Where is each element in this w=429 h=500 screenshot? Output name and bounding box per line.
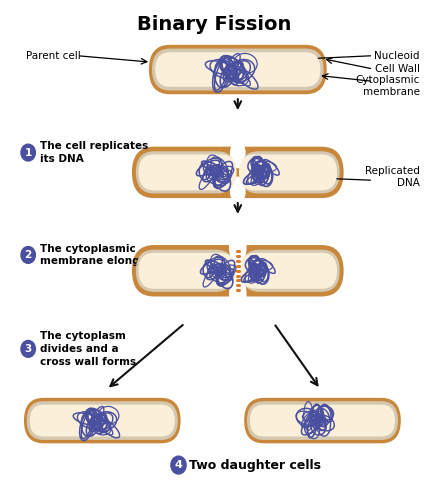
Text: The cell replicates
its DNA: The cell replicates its DNA — [40, 141, 148, 164]
FancyBboxPatch shape — [27, 402, 177, 439]
FancyBboxPatch shape — [24, 398, 181, 444]
FancyBboxPatch shape — [153, 50, 323, 90]
Text: 2: 2 — [24, 250, 32, 260]
Text: Parent cell: Parent cell — [26, 50, 81, 60]
FancyBboxPatch shape — [139, 253, 236, 289]
Text: Cytoplasmic
membrane: Cytoplasmic membrane — [356, 75, 420, 97]
FancyBboxPatch shape — [240, 253, 337, 289]
FancyBboxPatch shape — [250, 404, 395, 436]
FancyBboxPatch shape — [132, 146, 344, 198]
FancyBboxPatch shape — [136, 250, 234, 292]
Ellipse shape — [229, 220, 247, 270]
FancyBboxPatch shape — [136, 152, 236, 194]
FancyBboxPatch shape — [149, 45, 327, 94]
FancyBboxPatch shape — [244, 398, 401, 444]
Text: 4: 4 — [175, 460, 182, 470]
Text: 3: 3 — [24, 344, 32, 354]
Text: Cell Wall: Cell Wall — [375, 64, 420, 74]
Text: 1: 1 — [24, 148, 32, 158]
Ellipse shape — [230, 140, 246, 168]
FancyBboxPatch shape — [242, 250, 340, 292]
Circle shape — [21, 144, 35, 161]
Circle shape — [21, 246, 35, 264]
FancyBboxPatch shape — [248, 402, 397, 439]
Circle shape — [21, 340, 35, 357]
Text: The cytoplasmic
membrane elongates: The cytoplasmic membrane elongates — [40, 244, 165, 266]
Text: Nucleoid: Nucleoid — [375, 50, 420, 60]
FancyBboxPatch shape — [155, 52, 320, 87]
Text: Two daughter cells: Two daughter cells — [189, 458, 321, 471]
FancyBboxPatch shape — [240, 152, 340, 194]
Text: Binary Fission: Binary Fission — [137, 15, 292, 34]
FancyBboxPatch shape — [239, 154, 337, 190]
Ellipse shape — [229, 271, 247, 322]
FancyBboxPatch shape — [30, 404, 175, 436]
Text: Replicated
DNA: Replicated DNA — [365, 166, 420, 188]
Text: The cytoplasm
divides and a
cross wall forms: The cytoplasm divides and a cross wall f… — [40, 331, 136, 366]
FancyBboxPatch shape — [132, 245, 344, 296]
Ellipse shape — [230, 176, 246, 206]
Circle shape — [171, 456, 186, 474]
FancyBboxPatch shape — [139, 154, 237, 190]
